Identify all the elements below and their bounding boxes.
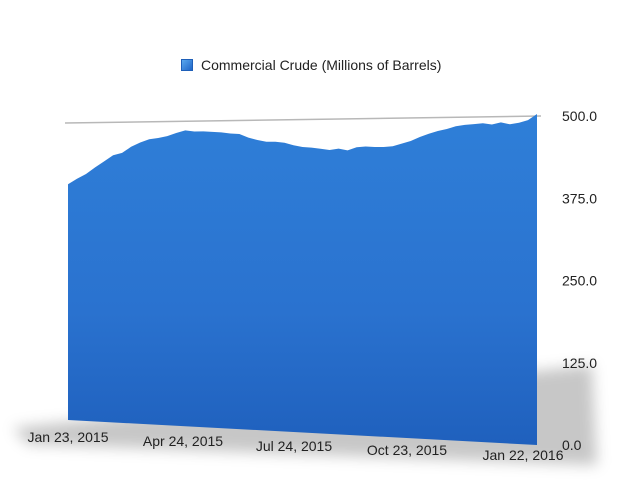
gridline-top: [64, 115, 542, 124]
gridlines: [64, 115, 542, 124]
x-tick-label: Jan 22, 2016: [483, 447, 564, 463]
x-axis-ticks: Jan 23, 2015 Apr 24, 2015 Jul 24, 2015 Oct …: [28, 429, 564, 463]
x-tick-label: Jan 23, 2015: [28, 429, 109, 445]
legend-label: Commercial Crude (Millions of Barrels): [201, 57, 442, 73]
y-tick-label: 125.0: [562, 355, 597, 371]
x-tick-label: Apr 24, 2015: [143, 433, 223, 449]
y-tick-label: 250.0: [562, 273, 597, 289]
legend: Commercial Crude (Millions of Barrels): [181, 57, 441, 73]
legend-swatch: [181, 59, 193, 71]
area-series: [68, 114, 537, 445]
y-tick-label: 500.0: [562, 108, 597, 124]
x-tick-label: Jul 24, 2015: [256, 438, 332, 454]
y-axis-ticks: 0.0 125.0 250.0 375.0 500.0: [562, 108, 597, 453]
y-tick-label: 0.0: [562, 437, 582, 453]
y-tick-label: 375.0: [562, 190, 597, 206]
area-shape: [68, 114, 537, 445]
x-tick-label: Oct 23, 2015: [367, 442, 447, 458]
